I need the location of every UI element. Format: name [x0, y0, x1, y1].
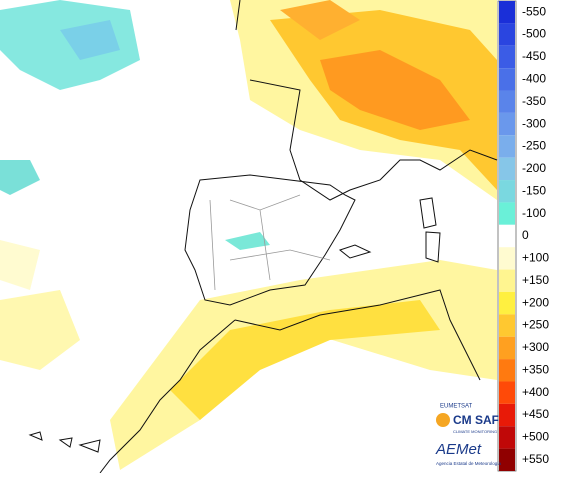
- legend-swatch: [499, 90, 515, 113]
- aemet-text: AEMet: [435, 441, 482, 458]
- legend-swatch: [499, 247, 515, 270]
- aemet-subtitle: Agencia Estatal de Meteorología: [436, 461, 502, 466]
- legend-swatch: [499, 314, 515, 337]
- legend-label: +500: [522, 430, 549, 444]
- legend-label: -400: [522, 72, 546, 86]
- legend-swatch: [499, 202, 515, 225]
- legend-swatch: [499, 45, 515, 69]
- legend-label: +400: [522, 385, 549, 399]
- legend-swatch: [499, 448, 515, 471]
- legend-swatch: [499, 269, 515, 292]
- legend-label: 0: [522, 228, 529, 242]
- legend-swatch: [499, 359, 515, 382]
- legend-swatch: [499, 112, 515, 136]
- legend-label: -200: [522, 161, 546, 175]
- legend-swatch: [499, 291, 515, 315]
- legend-label: -150: [522, 183, 546, 197]
- legend-swatch: [499, 403, 515, 427]
- legend-swatch: [499, 426, 515, 449]
- legend-swatch: [499, 135, 515, 158]
- legend-label: +450: [522, 407, 549, 421]
- legend-label: +250: [522, 318, 549, 332]
- cmsaf-icon: [436, 413, 450, 427]
- legend-label: -250: [522, 139, 546, 153]
- legend-label: -100: [522, 206, 546, 220]
- legend-label: +200: [522, 295, 549, 309]
- map-field: [0, 0, 498, 474]
- color-legend: -550 -500 -450 -400 -350 -300 -250 -200 -150 -100…: [497, 0, 549, 472]
- legend-label: +350: [522, 362, 549, 376]
- legend-label: -300: [522, 116, 546, 130]
- logos: EUMETSAT CM SAF CLIMATE MONITORING AEMet…: [435, 404, 502, 467]
- legend-label: +550: [522, 452, 549, 466]
- legend-swatch: [499, 381, 515, 404]
- legend-label: -550: [522, 4, 546, 18]
- legend-swatch: [499, 336, 515, 360]
- legend-label: -450: [522, 49, 546, 63]
- legend-swatch: [499, 23, 515, 46]
- legend-swatch: [499, 68, 515, 91]
- legend-swatch: [499, 1, 515, 24]
- legend-label: +300: [522, 340, 549, 354]
- legend-label: +100: [522, 251, 549, 265]
- cmsaf-text: CM SAF: [453, 413, 499, 427]
- legend-label: -500: [522, 27, 546, 41]
- eumetsat-text: EUMETSAT: [440, 404, 473, 410]
- legend-label: -350: [522, 94, 546, 108]
- cmsaf-subtitle: CLIMATE MONITORING: [453, 429, 497, 434]
- legend-swatch: [499, 224, 515, 248]
- legend-swatch: [499, 180, 515, 203]
- legend-swatch: [499, 157, 515, 181]
- legend-label: +150: [522, 273, 549, 287]
